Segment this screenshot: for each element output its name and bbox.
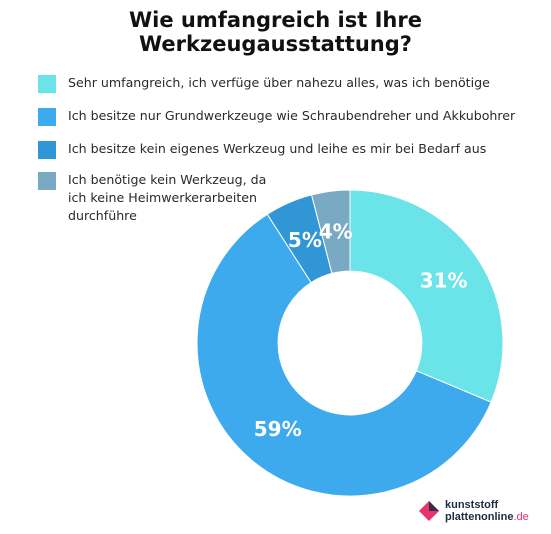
legend-swatch [38,75,56,93]
logo-icon [419,501,439,521]
slice-value-label: 4% [319,219,353,243]
legend-label: Ich besitze kein eigenes Werkzeug und le… [68,141,487,156]
donut-slice [349,189,504,403]
legend-swatch [38,172,56,190]
logo-tld: .de [513,511,529,523]
logo-line-1: kunststoff [445,499,499,511]
legend-swatch [38,108,56,126]
chart-title-line-2: Werkzeugausstattung? [139,32,412,56]
legend-item: Sehr umfangreich, ich verfüge über nahez… [38,74,490,93]
slice-value-label: 5% [288,228,322,252]
slice-value-label: 59% [254,417,302,441]
donut-slice [196,213,492,497]
legend-label: Sehr umfangreich, ich verfüge über nahez… [68,75,490,90]
logo-text: kunststoff plattenonline.de [445,499,529,523]
legend-item: Ich besitze kein eigenes Werkzeug und le… [38,140,486,159]
logo-line-2: plattenonline [445,511,514,523]
donut-slice [310,189,351,275]
slice-value-label: 31% [420,269,468,293]
legend-item: Ich besitze nur Grundwerkzeuge wie Schra… [38,107,515,126]
legend-swatch [38,141,56,159]
legend-item: Ich benötige kein Werkzeug, da ich keine… [38,171,273,225]
chart-title-line-1: Wie umfangreich ist Ihre [129,8,422,32]
legend-label: Ich benötige kein Werkzeug, da ich keine… [68,172,267,223]
brand-logo: kunststoff plattenonline.de [418,499,529,523]
legend-label: Ich besitze nur Grundwerkzeuge wie Schra… [68,108,516,123]
chart-title: Wie umfangreich ist Ihre Werkzeugausstat… [0,8,551,56]
